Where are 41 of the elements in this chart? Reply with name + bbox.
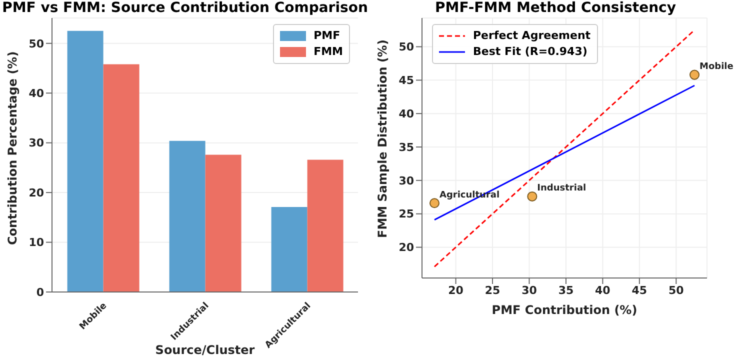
y-tick-label: 50 bbox=[398, 40, 414, 54]
y-tick-label: 50 bbox=[28, 37, 44, 50]
x-tick-label: 40 bbox=[595, 284, 611, 297]
x-tick-label: 45 bbox=[632, 284, 648, 297]
chart-title: PMF vs FMM: Source Contribution Comparison bbox=[1, 0, 369, 16]
point bbox=[690, 70, 700, 80]
bar bbox=[169, 140, 206, 292]
legend-label: PMF bbox=[314, 28, 340, 44]
x-axis-title: Source/Cluster bbox=[155, 343, 255, 357]
annotation: Mobile bbox=[700, 62, 734, 72]
bar bbox=[103, 64, 140, 292]
y-tick-label: 0 bbox=[36, 286, 44, 299]
y-tick-label: 40 bbox=[28, 86, 44, 100]
bar bbox=[67, 30, 104, 292]
y-axis-title: FMM Sample Distribution (%) bbox=[375, 40, 390, 238]
x-tick-label: 20 bbox=[448, 284, 464, 297]
chart-title: PMF-FMM Method Consistency bbox=[434, 0, 677, 16]
y-tick-label: 20 bbox=[398, 241, 414, 254]
point bbox=[429, 198, 440, 208]
y-tick-label: 45 bbox=[398, 74, 414, 88]
point bbox=[527, 191, 538, 202]
legend-label: FMM bbox=[314, 44, 343, 60]
annotation: Industrial bbox=[537, 184, 586, 194]
y-tick-label: 25 bbox=[398, 208, 414, 221]
x-axis-title: PMF Contribution (%) bbox=[492, 303, 638, 317]
legend-label: Best Fit (R=0.943) bbox=[473, 44, 588, 60]
bar bbox=[205, 154, 242, 292]
y-tick-label: 30 bbox=[28, 136, 44, 150]
y-tick-label: 30 bbox=[398, 174, 414, 188]
bar bbox=[271, 206, 308, 292]
x-tick-label: 25 bbox=[484, 284, 500, 297]
x-tick-label: 35 bbox=[558, 284, 574, 297]
y-axis-title: Contribution Percentage (%) bbox=[5, 51, 20, 245]
y-tick-label: 20 bbox=[28, 186, 44, 200]
y-tick-label: 40 bbox=[398, 107, 414, 120]
x-tick-label: 30 bbox=[522, 284, 538, 297]
x-tick-label: 50 bbox=[668, 284, 684, 297]
legend-label: Perfect Agreement bbox=[473, 28, 591, 44]
y-tick-label: 10 bbox=[28, 236, 44, 250]
y-tick-label: 35 bbox=[398, 140, 414, 154]
bar bbox=[307, 160, 344, 292]
